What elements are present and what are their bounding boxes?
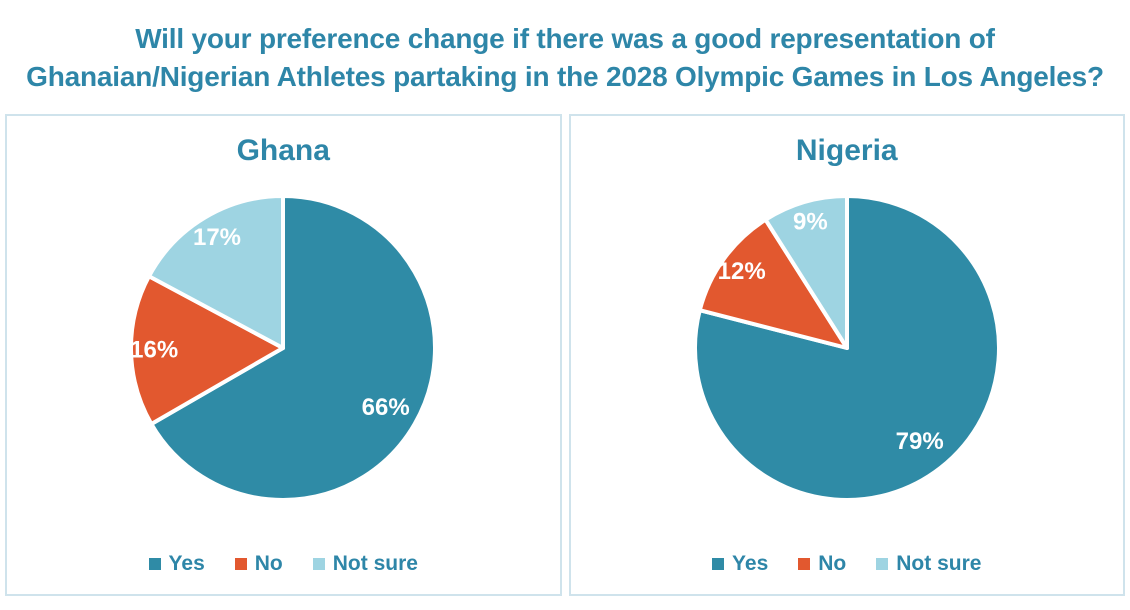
legend-label-yes: Yes: [732, 552, 769, 575]
ghana-pie-chart: 66% 16% 17%: [129, 194, 438, 502]
legend-item-yes: Yes: [712, 552, 768, 576]
nigeria-panel: Nigeria 79% 12% 9% Yes No Not sure: [568, 114, 1125, 596]
pie-value-label-no: 12%: [717, 258, 765, 285]
pie-value-label-not-sure: 9%: [793, 209, 828, 236]
ghana-panel: Ghana 66% 16% 17% Yes No Not sure: [5, 114, 562, 596]
pie-slice-not-sure: [147, 194, 286, 350]
legend-swatch-yes: [148, 558, 161, 570]
pie-value-label-no: 16%: [130, 337, 178, 364]
legend-label-no: No: [254, 552, 283, 575]
legend-label-not-sure: Not sure: [332, 552, 418, 575]
legend-item-no: No: [234, 552, 283, 576]
legend-label-not-sure: Not sure: [896, 552, 982, 575]
figure-title-line1: Will your preference change if there was…: [135, 23, 995, 54]
nigeria-panel-title: Nigeria: [795, 134, 898, 167]
figure-title-line2: Ghanaian/Nigerian Athletes partaking in …: [26, 61, 1104, 92]
legend-swatch-not-sure: [312, 558, 325, 570]
nigeria-pie-chart: 79% 12% 9%: [692, 194, 1001, 502]
figure-title: Will your preference change if there was…: [0, 0, 1130, 96]
legend-swatch-no: [798, 558, 811, 570]
pie-slice-no: [697, 217, 849, 350]
legend-swatch-not-sure: [876, 558, 889, 570]
legend-item-yes: Yes: [148, 552, 205, 576]
pie-slice-not-sure: [763, 194, 849, 350]
pie-value-label-yes: 66%: [362, 394, 410, 421]
nigeria-legend: Yes No Not sure: [712, 552, 981, 576]
legend-swatch-no: [234, 558, 247, 570]
pie-slice-no: [129, 274, 286, 426]
legend-label-yes: Yes: [168, 552, 205, 575]
chart-panels: Ghana 66% 16% 17% Yes No Not sure Nigeria …: [0, 114, 1130, 596]
pie-value-label-not-sure: 17%: [193, 224, 241, 251]
legend-item-not-sure: Not sure: [876, 552, 981, 576]
legend-label-no: No: [818, 552, 847, 575]
ghana-legend: Yes No Not sure: [148, 552, 418, 576]
pie-slice-yes: [149, 194, 438, 502]
pie-value-label-yes: 79%: [895, 428, 943, 455]
pie-slice-yes: [692, 194, 1001, 502]
legend-item-not-sure: Not sure: [312, 552, 418, 576]
ghana-panel-title: Ghana: [236, 134, 330, 167]
legend-item-no: No: [798, 552, 846, 576]
legend-swatch-yes: [712, 558, 725, 570]
